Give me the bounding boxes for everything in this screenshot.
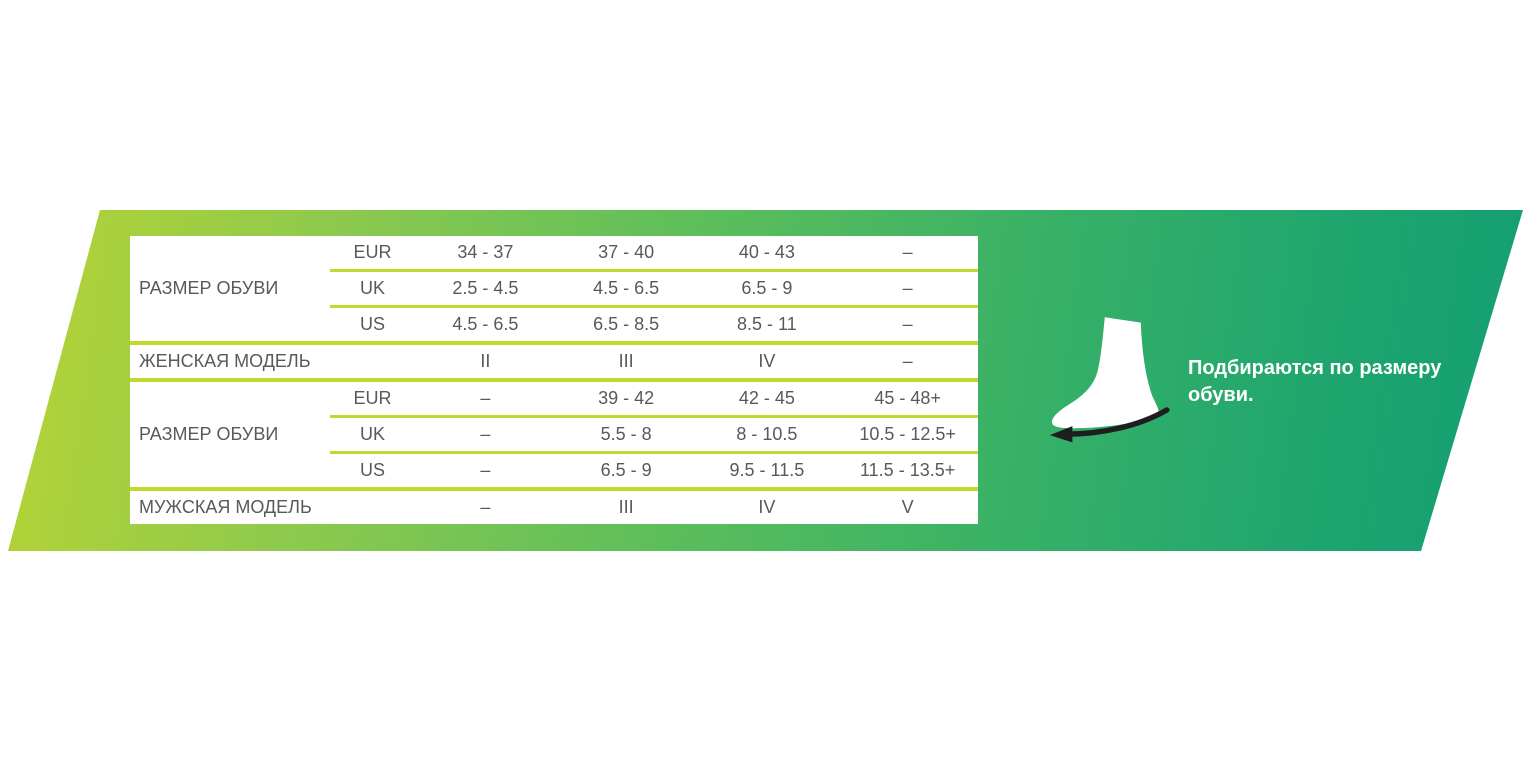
section-label: РАЗМЕР ОБУВИ	[139, 424, 279, 444]
section-label: РАЗМЕР ОБУВИ	[139, 278, 279, 298]
table-row-uk: UK – 5.5 - 8 8 - 10.5 10.5 - 12.5+	[330, 418, 978, 451]
row-divider	[330, 451, 978, 454]
row-divider	[330, 269, 978, 272]
table-cell: IV	[758, 351, 776, 371]
table-cell: 6.5 - 9	[600, 460, 652, 480]
table-cell: –	[902, 314, 913, 334]
section-divider	[130, 341, 978, 345]
table-row-us: US – 6.5 - 9 9.5 - 11.5 11.5 - 13.5+	[330, 454, 978, 487]
foot-length-arrow-icon	[1060, 407, 1170, 437]
table-cell: 34 - 37	[457, 242, 514, 262]
table-row-eur: EUR – 39 - 42 42 - 45 45 - 48+	[330, 382, 978, 415]
model-label: МУЖСКАЯ МОДЕЛЬ	[139, 497, 312, 517]
table-cell: 45 - 48+	[874, 388, 941, 408]
table-cell: 5.5 - 8	[600, 424, 652, 444]
table-cell: 42 - 45	[738, 388, 795, 408]
scale-label: US	[359, 460, 385, 480]
table-cell: 2.5 - 4.5	[452, 278, 519, 298]
table-cell: –	[902, 242, 913, 262]
size-section-men: РАЗМЕР ОБУВИ EUR – 39 - 42 42 - 45 45 - …	[130, 382, 978, 487]
scale-label: EUR	[353, 388, 392, 408]
size-table: РАЗМЕР ОБУВИ EUR 34 - 37 37 - 40 40 - 43…	[130, 236, 978, 524]
section-divider	[130, 378, 978, 382]
scale-label: US	[359, 314, 385, 334]
table-cell: 37 - 40	[598, 242, 655, 262]
table-cell: 8 - 10.5	[736, 424, 798, 444]
model-row-women: ЖЕНСКАЯ МОДЕЛЬ II III IV –	[130, 345, 978, 378]
table-cell: 40 - 43	[738, 242, 795, 262]
table-cell: 10.5 - 12.5+	[859, 424, 956, 444]
table-cell: 6.5 - 8.5	[593, 314, 660, 334]
model-label: ЖЕНСКАЯ МОДЕЛЬ	[139, 351, 311, 371]
table-cell: –	[480, 497, 491, 517]
size-section-women: РАЗМЕР ОБУВИ EUR 34 - 37 37 - 40 40 - 43…	[130, 236, 978, 341]
foot-length-arrowhead	[1049, 426, 1073, 443]
table-cell: –	[902, 278, 913, 298]
table-cell: 6.5 - 9	[741, 278, 793, 298]
table-cell: 4.5 - 6.5	[452, 314, 519, 334]
table-cell: –	[902, 351, 913, 371]
model-row-men: МУЖСКАЯ МОДЕЛЬ – III IV V	[130, 491, 978, 524]
table-cell: 9.5 - 11.5	[729, 460, 805, 480]
table-cell: V	[901, 497, 914, 517]
table-cell: 8.5 - 11	[737, 314, 797, 334]
table-cell: 4.5 - 6.5	[593, 278, 660, 298]
foot-silhouette-icon	[1051, 317, 1159, 429]
row-divider	[330, 305, 978, 308]
section-divider	[130, 487, 978, 491]
table-row-uk: UK 2.5 - 4.5 4.5 - 6.5 6.5 - 9 –	[330, 272, 978, 305]
table-cell: –	[480, 424, 491, 444]
table-cell: III	[618, 497, 634, 517]
table-row-eur: EUR 34 - 37 37 - 40 40 - 43 –	[330, 236, 978, 269]
table-cell: –	[480, 460, 491, 480]
scale-label: UK	[359, 278, 385, 298]
table-cell: II	[480, 351, 491, 371]
table-row-us: US 4.5 - 6.5 6.5 - 8.5 8.5 - 11 –	[330, 308, 978, 341]
table-cell: 11.5 - 13.5+	[860, 460, 956, 480]
table-cell: III	[618, 351, 634, 371]
row-divider	[330, 415, 978, 418]
table-cell: IV	[758, 497, 776, 517]
table-cell: 39 - 42	[598, 388, 655, 408]
note-text: Подбираются по размеру обуви.	[1188, 357, 1442, 406]
foot-icon	[1040, 308, 1175, 448]
scale-label: EUR	[353, 242, 392, 262]
table-cell: –	[480, 388, 491, 408]
scale-label: UK	[359, 424, 385, 444]
